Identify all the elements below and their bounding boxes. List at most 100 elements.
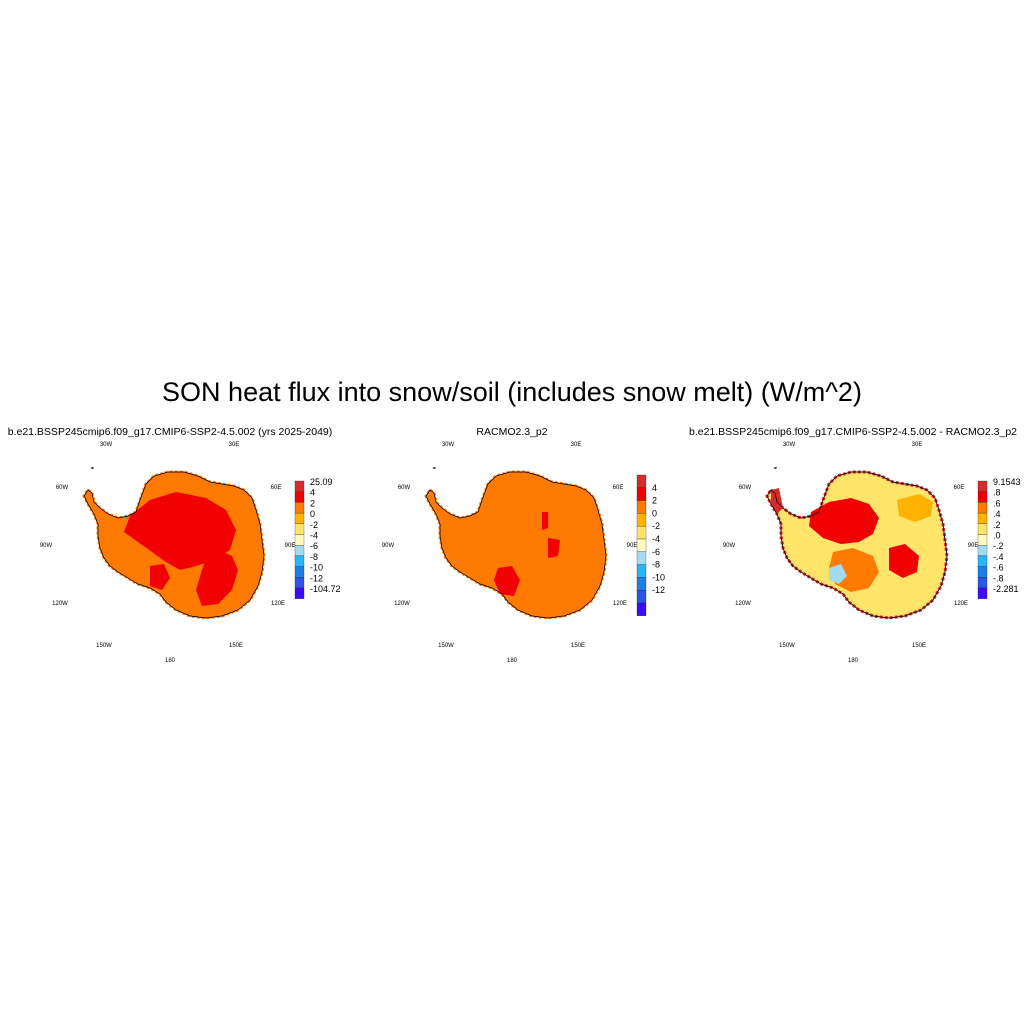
colorbar-swatch-0 (294, 480, 305, 492)
colorbar-label-5: .0 (993, 531, 1001, 541)
colorbar-swatch-3 (977, 512, 988, 524)
lon-label-30e: 30E (571, 442, 582, 448)
lon-label-120e: 120E (271, 601, 285, 607)
flux-region-3 (150, 564, 170, 590)
colorbar-swatch-6 (977, 545, 988, 557)
colorbar-label-9: -12 (310, 573, 323, 583)
tick-marker (773, 467, 777, 469)
lon-label-60e: 60E (271, 485, 282, 491)
lon-label-30w: 30W (783, 442, 796, 448)
coastline (425, 471, 607, 619)
colorbar-swatch-10 (294, 587, 305, 599)
lon-label-30e: 30E (912, 442, 923, 448)
colorbar-label-9: -.8 (993, 573, 1004, 583)
lon-label-180: 180 (848, 658, 859, 664)
colorbar-swatch-3 (294, 512, 305, 524)
flux-region-1 (124, 492, 236, 570)
lon-label-150e: 150E (571, 643, 585, 649)
colorbar-label-6: -.2 (993, 541, 1004, 551)
colorbar-swatch-9 (636, 590, 647, 604)
figure-title: SON heat flux into snow/soil (includes s… (162, 377, 862, 407)
colorbar-label-2: .6 (993, 498, 1001, 508)
lon-label-90e: 90E (627, 543, 638, 549)
flux-region-2 (889, 544, 919, 578)
colorbar-swatch-10 (977, 587, 988, 599)
coastline (83, 471, 265, 619)
antarctica-landmass (766, 471, 948, 619)
lon-label-90e: 90E (285, 543, 296, 549)
colorbar-swatch-2 (636, 500, 647, 514)
colorbar-swatch-9 (294, 577, 305, 589)
flux-region-2 (542, 512, 548, 530)
colorbar-swatch-4 (977, 523, 988, 535)
lon-label-30e: 30E (229, 442, 240, 448)
colorbar-label-10: -2.281 (993, 584, 1019, 594)
flux-region-1 (494, 566, 520, 596)
flux-region-1 (809, 498, 879, 544)
lon-label-120w: 120W (735, 601, 751, 607)
colorbar-label-3: 0 (310, 509, 315, 519)
colorbar-swatch-1 (636, 487, 647, 501)
colorbar-swatch-2 (977, 502, 988, 514)
lon-label-150w: 150W (779, 643, 795, 649)
colorbar-label-1: 4 (310, 488, 315, 498)
flux-region-3 (548, 538, 560, 558)
colorbar-label-5: -4 (310, 531, 318, 541)
lon-label-60w: 60W (56, 485, 69, 491)
lon-label-150w: 150W (438, 643, 454, 649)
panel-diff-title: b.e21.BSSP245cmip6.f09_g17.CMIP6-SSP2-4.… (688, 426, 1018, 438)
lon-label-180: 180 (165, 658, 176, 664)
colorbar-swatch-5 (294, 534, 305, 546)
colorbar-label-4: -4 (652, 534, 660, 544)
lon-label-60w: 60W (398, 485, 411, 491)
colorbar-swatch-5 (636, 538, 647, 552)
lon-label-90e: 90E (968, 543, 979, 549)
colorbar-label-1: 2 (652, 496, 657, 506)
colorbar-swatch-9 (977, 577, 988, 589)
colorbar-swatch-7 (977, 555, 988, 567)
lon-label-30w: 30W (442, 442, 455, 448)
map-panel-model: 30W 30E 60W 60E 90W 90E 120W 120E 150W 150E 180 (40, 442, 296, 664)
colorbar-label-5: -6 (652, 547, 660, 557)
lon-label-30w: 30W (100, 442, 113, 448)
lon-label-60w: 60W (739, 485, 752, 491)
panel-obs-title: RACMO2.3_p2 (476, 426, 548, 438)
colorbar-label-8: -.6 (993, 563, 1004, 573)
flux-region-5 (829, 564, 847, 584)
colorbar-label-2: 0 (652, 508, 657, 518)
map-panel-diff: 30W 30E 60W 60E 90W 90E 120W 120E 150W 150E 180 (723, 442, 979, 664)
colorbar-label-3: .4 (993, 509, 1001, 519)
colorbar-label-6: -6 (310, 541, 318, 551)
colorbar-label-0: 4 (652, 483, 657, 493)
colorbar-label-4: -2 (310, 520, 318, 530)
colorbar-swatch-2 (294, 502, 305, 514)
lon-label-60e: 60E (954, 485, 965, 491)
colorbar-swatch-6 (636, 551, 647, 565)
lon-label-150e: 150E (912, 643, 926, 649)
lon-label-90w: 90W (723, 543, 736, 549)
colorbar-swatch-8 (294, 566, 305, 578)
colorbar-label-10: -104.72 (310, 584, 341, 594)
colorbar-swatch-1 (294, 491, 305, 503)
lon-label-150w: 150W (96, 643, 112, 649)
colorbar-label-3: -2 (652, 521, 660, 531)
colorbar-label-2: 2 (310, 498, 315, 508)
colorbar-label-7: -8 (310, 552, 318, 562)
colorbar-swatch-6 (294, 545, 305, 557)
colorbar-swatch-5 (977, 534, 988, 546)
colorbar-swatch-1 (977, 491, 988, 503)
colorbar-swatch-0 (636, 474, 647, 488)
colorbar-label-4: .2 (993, 520, 1001, 530)
colorbar-swatch-4 (294, 523, 305, 535)
antarctica-landmass (425, 471, 607, 619)
coastline (766, 471, 948, 619)
lon-label-60e: 60E (613, 485, 624, 491)
colorbar-swatch-0 (977, 480, 988, 492)
lon-label-90w: 90W (40, 543, 53, 549)
colorbar-swatch-8 (977, 566, 988, 578)
colorbar-label-1: .8 (993, 488, 1001, 498)
colorbar-label-6: -8 (652, 560, 660, 570)
panel-model-title: b.e21.BSSP245cmip6.f09_g17.CMIP6-SSP2-4.… (7, 426, 333, 438)
colorbar-swatch-8 (636, 577, 647, 591)
